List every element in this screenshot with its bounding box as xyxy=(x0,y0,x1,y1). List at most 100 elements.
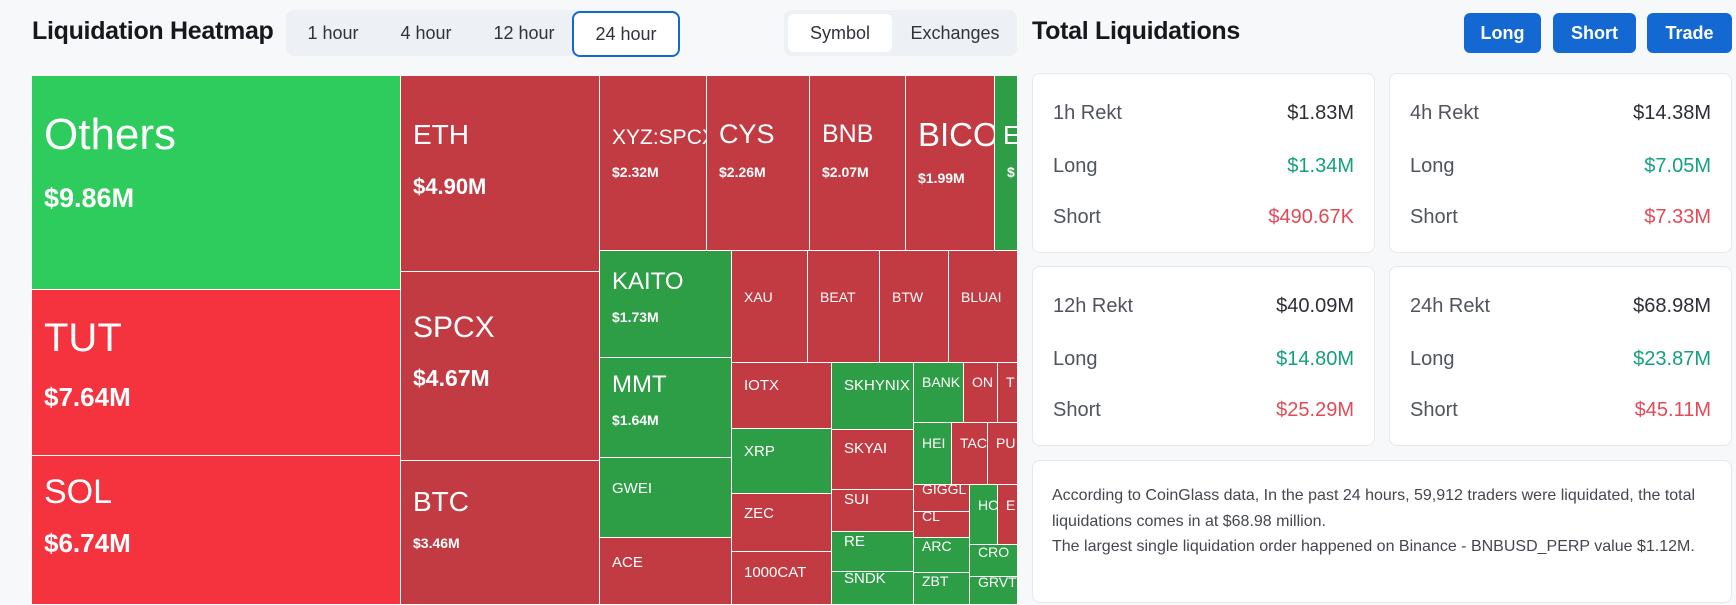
heatmap-tile[interactable]: SPCX $4.67M xyxy=(401,272,600,461)
tile-symbol: BEAT xyxy=(820,289,856,306)
tile-value: $2.32M xyxy=(612,164,659,181)
long-value: $1.34M xyxy=(1287,155,1354,177)
heatmap-tile[interactable]: ARC xyxy=(914,538,970,573)
rekt-total: $14.38M xyxy=(1633,102,1711,124)
heatmap-tile[interactable]: XAU xyxy=(732,251,808,363)
tile-symbol: RE xyxy=(844,532,865,550)
short-button[interactable]: Short xyxy=(1553,13,1636,53)
tile-value: $1.73M xyxy=(612,309,659,326)
timeframe-24-hour[interactable]: 24 hour xyxy=(572,11,680,57)
tile-value: $6.74M xyxy=(44,527,131,558)
heatmap-tile[interactable]: TAC xyxy=(952,423,988,485)
rekt-label: 4h Rekt xyxy=(1410,102,1479,124)
short-value: $7.33M xyxy=(1644,206,1711,228)
tile-symbol: CYS xyxy=(719,119,775,150)
heatmap-tile[interactable]: CYS $2.26M xyxy=(707,76,810,251)
heatmap-tile[interactable]: CL xyxy=(914,512,970,538)
heatmap-tile[interactable]: HO xyxy=(970,485,998,545)
long-button[interactable]: Long xyxy=(1464,13,1541,53)
heatmap-tile[interactable]: RE xyxy=(832,532,914,572)
heatmap-tile[interactable]: GWEI xyxy=(600,458,732,538)
tile-value: $1.99M xyxy=(918,170,965,187)
heatmap-tile[interactable]: SOL $6.74M xyxy=(32,456,401,605)
rekt-card-24h: 24h Rekt $68.98M Long $23.87M Short $45.11M xyxy=(1389,266,1732,446)
heatmap-tile[interactable]: SKHYNIX xyxy=(832,363,914,430)
long-label: Long xyxy=(1410,155,1455,177)
tile-symbol: CRO xyxy=(978,545,1010,561)
heatmap-tile[interactable]: MMT $1.64M xyxy=(600,358,732,458)
short-label: Short xyxy=(1410,206,1458,228)
long-label: Long xyxy=(1053,155,1098,177)
heatmap-tile[interactable]: BTW xyxy=(880,251,949,363)
heatmap-tile[interactable]: SUI xyxy=(832,490,914,532)
heatmap-tile[interactable]: Others $9.86M xyxy=(32,76,401,290)
heatmap-tile[interactable]: T xyxy=(998,363,1018,423)
heatmap-tile[interactable]: ZBT xyxy=(914,573,970,605)
tile-symbol: BTC xyxy=(413,485,469,517)
heatmap-tile[interactable]: KAITO $1.73M xyxy=(600,251,732,358)
heatmap-tile[interactable]: SNDK xyxy=(832,572,914,605)
rekt-label: 1h Rekt xyxy=(1053,102,1122,124)
timeframe-1-hour[interactable]: 1 hour xyxy=(307,23,359,43)
tile-symbol: XYZ:SPCX xyxy=(612,126,707,150)
short-value: $45.11M xyxy=(1634,399,1711,421)
heatmap-tile[interactable]: IOTX xyxy=(732,363,832,429)
short-label: Short xyxy=(1410,399,1458,421)
tile-symbol: ZBT xyxy=(922,573,949,590)
tile-symbol: ETH xyxy=(413,118,469,150)
tile-symbol: T xyxy=(1006,374,1015,391)
heatmap-tile[interactable]: XYZ:SPCX $2.32M xyxy=(600,76,707,251)
liquidation-summary: According to CoinGlass data, In the past… xyxy=(1032,460,1732,603)
view-exchanges[interactable]: Exchanges xyxy=(910,23,1000,43)
heatmap-tile[interactable]: 1000CAT xyxy=(732,552,832,605)
heatmap-tile[interactable]: BNB $2.07M xyxy=(810,76,906,251)
heatmap-tile[interactable]: BANK xyxy=(914,363,964,423)
tile-symbol: BICO xyxy=(918,115,995,153)
tile-symbol: Others xyxy=(44,109,177,159)
tile-symbol: SKYAI xyxy=(844,439,888,457)
total-liquidations-title: Total Liquidations xyxy=(1032,17,1241,45)
heatmap-tile[interactable]: BLUAI xyxy=(949,251,1018,363)
timeframe-12-hour[interactable]: 12 hour xyxy=(493,23,555,43)
heatmap-tile[interactable]: TUT $7.64M xyxy=(32,290,401,456)
heatmap-tile[interactable]: BTC $3.46M xyxy=(401,461,600,605)
heatmap-tile[interactable]: ETH $4.90M xyxy=(401,76,600,272)
short-value: $25.29M xyxy=(1276,399,1354,421)
heatmap-tile[interactable]: CRO xyxy=(970,545,1018,577)
heatmap-tile[interactable]: ACE xyxy=(600,538,732,605)
heatmap-tile[interactable]: HEI xyxy=(914,423,952,485)
heatmap-tile[interactable]: E$ xyxy=(995,76,1018,251)
tile-symbol: KAITO xyxy=(612,267,684,295)
heatmap-tile[interactable]: GIGGL xyxy=(914,485,970,512)
long-label: Long xyxy=(1410,348,1455,370)
heatmap-tile[interactable]: E xyxy=(998,485,1018,545)
tile-symbol: TUT xyxy=(44,316,122,360)
tile-value: $1.64M xyxy=(612,412,659,429)
tile-symbol: ON xyxy=(972,374,993,391)
view-symbol[interactable]: Symbol xyxy=(788,14,892,52)
heatmap-tile[interactable]: PU xyxy=(988,423,1018,485)
tile-symbol: SOL xyxy=(44,473,113,512)
tile-value: $7.64M xyxy=(44,381,131,412)
heatmap-tile[interactable]: GRVT xyxy=(970,577,1018,605)
tile-symbol: ARC xyxy=(922,538,952,555)
tile-symbol: E xyxy=(1003,120,1017,151)
tile-symbol: SUI xyxy=(844,490,870,508)
timeframe-4-hour[interactable]: 4 hour xyxy=(400,23,452,43)
short-value: $490.67K xyxy=(1268,206,1354,228)
heatmap-tile[interactable]: BEAT xyxy=(808,251,880,363)
tile-value: $2.07M xyxy=(822,164,869,181)
rekt-total: $68.98M xyxy=(1633,295,1711,317)
tile-symbol: E xyxy=(1006,497,1016,514)
heatmap-tile[interactable]: ZEC xyxy=(732,494,832,552)
heatmap-title: Liquidation Heatmap xyxy=(32,17,274,45)
heatmap-tile[interactable]: SKYAI xyxy=(832,430,914,490)
heatmap-tile[interactable]: XRP xyxy=(732,429,832,494)
tile-value: $4.90M xyxy=(413,173,487,199)
trade-button[interactable]: Trade xyxy=(1647,13,1732,53)
tile-symbol: SNDK xyxy=(844,572,886,587)
tile-symbol: SPCX xyxy=(413,310,495,344)
heatmap-tile[interactable]: BICO $1.99M xyxy=(906,76,995,251)
tile-symbol: IOTX xyxy=(744,376,780,394)
heatmap-tile[interactable]: ON xyxy=(964,363,998,423)
